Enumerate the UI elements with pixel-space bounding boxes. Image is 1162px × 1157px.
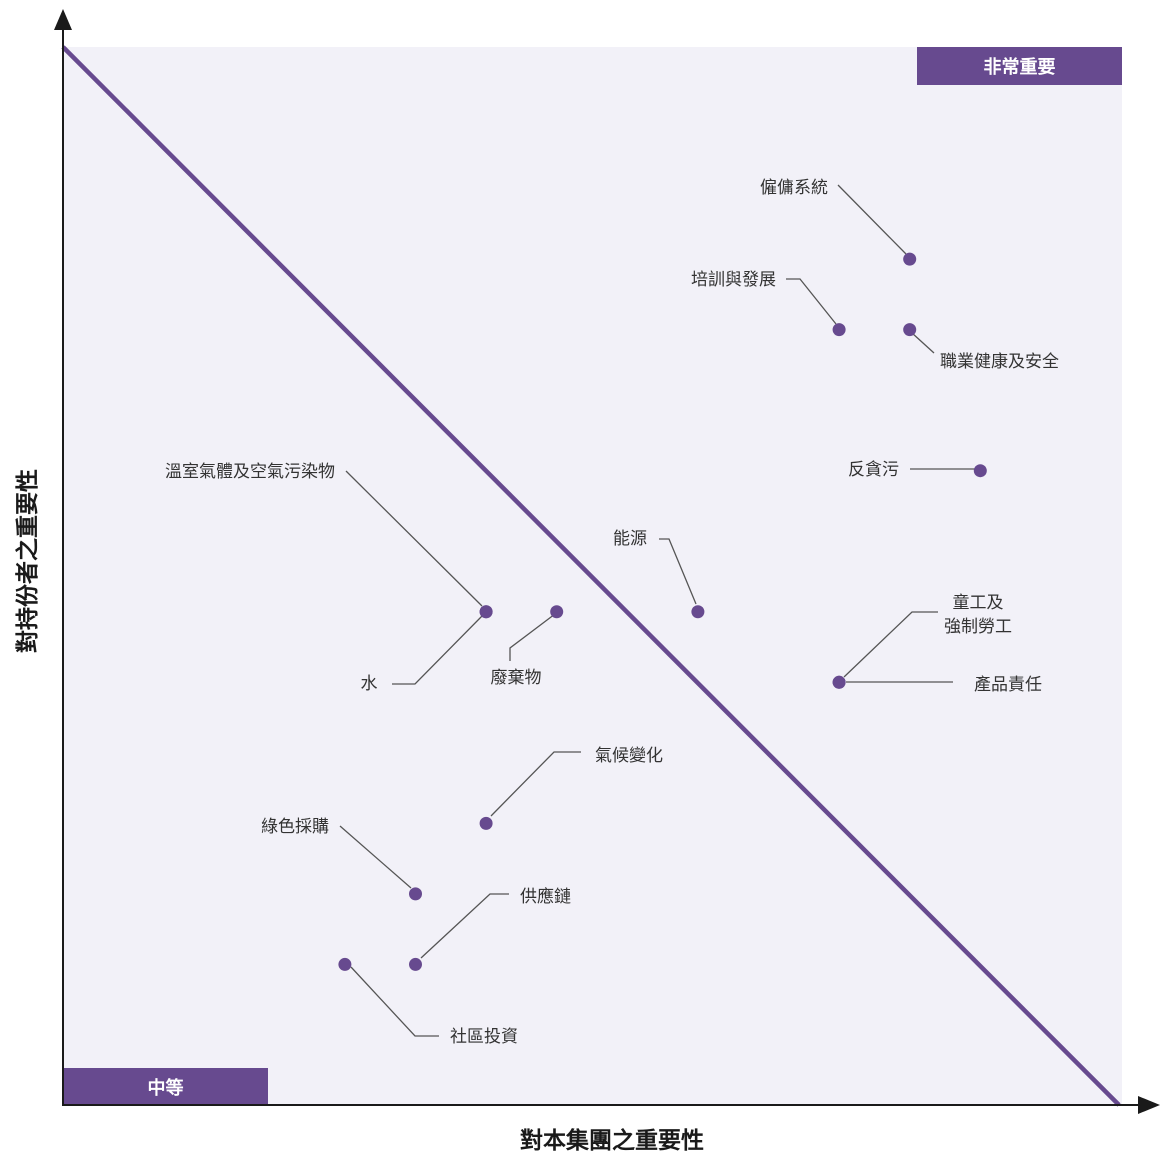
- data-point: [903, 323, 917, 337]
- data-point: [691, 605, 705, 619]
- zone-medium-label: 中等: [148, 1077, 184, 1099]
- x-axis-arrowhead: [1138, 1096, 1160, 1114]
- leader-line: [786, 278, 837, 325]
- data-point-label: 能源: [613, 529, 647, 549]
- leader-line: [350, 966, 439, 1037]
- data-point-label: 溫室氣體及空氣污染物: [165, 462, 335, 482]
- zone-high-badge: [917, 47, 1122, 85]
- leader-line: [392, 614, 484, 685]
- data-point: [903, 252, 917, 266]
- data-point-label: 培訓與發展: [691, 270, 776, 290]
- data-point-label: 職業健康及安全: [940, 352, 1059, 372]
- data-point-label: 反貪污: [848, 459, 899, 480]
- leader-line: [490, 751, 581, 817]
- leader-line: [837, 184, 907, 255]
- leader-line: [509, 613, 556, 661]
- y-axis-title: 對持份者之重要性: [14, 469, 41, 653]
- data-point: [338, 957, 352, 971]
- data-point-label: 僱傭系統: [760, 178, 828, 198]
- data-point: [973, 464, 987, 478]
- leader-line: [345, 470, 483, 607]
- data-point-label: 氣候變化: [595, 746, 663, 766]
- leader-line: [339, 825, 412, 889]
- data-point: [409, 887, 422, 901]
- leader-line: [420, 893, 509, 959]
- leader-line: [659, 538, 697, 605]
- data-point-label: 童工及強制勞工: [944, 593, 1012, 637]
- leader-line: [911, 332, 935, 354]
- data-point: [832, 675, 846, 689]
- leader-line: [843, 611, 938, 678]
- data-point-label: 產品責任: [974, 675, 1042, 695]
- x-axis-title: 對本集團之重要性: [520, 1127, 704, 1154]
- data-point-label: 綠色採購: [261, 817, 329, 837]
- data-point: [479, 605, 493, 619]
- threshold-diagonal-line: [61, 45, 1121, 1107]
- data-point-label: 供應鏈: [520, 886, 571, 907]
- data-point-label: 社區投資: [450, 1027, 518, 1047]
- data-point: [409, 957, 422, 971]
- y-axis-arrowhead: [54, 9, 72, 30]
- data-point: [479, 816, 493, 830]
- zone-medium-badge: [63, 1068, 268, 1105]
- data-point: [832, 323, 846, 337]
- data-point: [550, 605, 564, 619]
- zone-high-label: 非常重要: [984, 56, 1056, 78]
- data-point-label: 廢棄物: [491, 668, 542, 688]
- data-point-label: 水: [361, 674, 378, 694]
